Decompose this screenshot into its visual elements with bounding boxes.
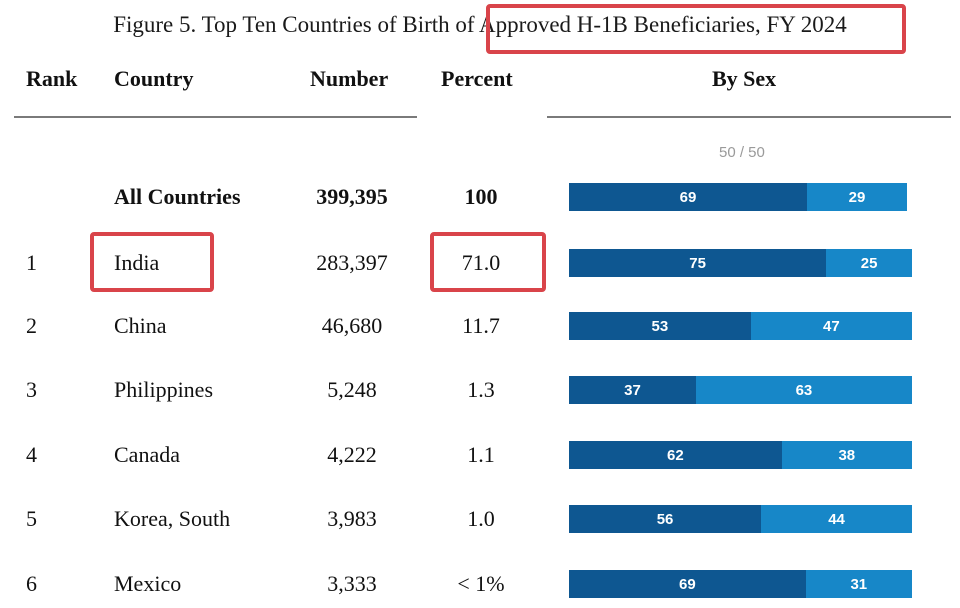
number-cell: 4,222 <box>327 442 377 467</box>
header-rank: Rank <box>26 66 78 91</box>
table-row: 3 Philippines 5,248 1.3 37 63 <box>0 370 960 410</box>
percent-cell: 1.3 <box>467 377 495 402</box>
header-by-sex: By Sex <box>712 66 777 91</box>
header-number: Number <box>310 66 389 91</box>
female-segment: 25 <box>826 249 912 277</box>
male-segment: 75 <box>569 249 827 277</box>
sex-split-bar: 56 44 <box>569 505 912 533</box>
rank-cell: 3 <box>26 377 37 402</box>
number-cell: 283,397 <box>316 250 388 275</box>
scale-note: 50 / 50 <box>719 144 765 161</box>
table-row: 2 China 46,680 11.7 53 47 <box>0 306 960 346</box>
male-segment: 53 <box>569 312 751 340</box>
female-segment: 31 <box>805 570 912 598</box>
country-cell: Canada <box>114 442 180 467</box>
percent-cell: 1.1 <box>467 442 495 467</box>
female-segment: 38 <box>781 441 912 469</box>
header-percent: Percent <box>441 66 513 91</box>
female-segment: 44 <box>761 505 912 533</box>
percent-cell: 1.0 <box>467 506 495 531</box>
table-row: 6 Mexico 3,333 < 1% 69 31 <box>0 564 960 604</box>
table-row: 5 Korea, South 3,983 1.0 56 44 <box>0 499 960 539</box>
title-highlight-box <box>486 4 906 54</box>
percent-cell: 71.0 <box>461 250 501 275</box>
table-row: 1 India 283,397 71.0 75 25 <box>0 243 960 283</box>
male-segment: 56 <box>569 505 762 533</box>
number-cell: 3,333 <box>327 571 377 596</box>
header-rule-left <box>14 116 417 118</box>
rank-cell: 2 <box>26 313 37 338</box>
country-cell: India <box>114 250 160 275</box>
percent-cell: 11.7 <box>462 313 500 338</box>
rank-cell: 6 <box>26 571 37 596</box>
table-row: 4 Canada 4,222 1.1 62 38 <box>0 435 960 475</box>
number-cell: 46,680 <box>321 313 383 338</box>
male-segment: 69 <box>569 183 807 211</box>
country-cell: Mexico <box>114 571 182 596</box>
sex-split-bar: 75 25 <box>569 249 912 277</box>
total-row: All Countries 399,395 100 69 29 <box>0 177 960 217</box>
country-cell: China <box>114 313 167 338</box>
number-cell: 5,248 <box>327 377 377 402</box>
percent-cell: < 1% <box>457 571 505 596</box>
sex-split-bar: 53 47 <box>569 312 912 340</box>
figure-title: Figure 5. Top Ten Countries of Birth of … <box>113 12 847 37</box>
header-country: Country <box>114 66 194 91</box>
header-rule-right <box>547 116 951 118</box>
female-segment: 29 <box>806 183 907 211</box>
male-segment: 37 <box>569 376 696 404</box>
country-cell: All Countries <box>114 184 241 209</box>
rank-cell: 1 <box>26 250 37 275</box>
female-segment: 47 <box>750 312 912 340</box>
number-cell: 399,395 <box>316 184 388 209</box>
number-cell: 3,983 <box>327 506 377 531</box>
sex-split-bar: 37 63 <box>569 376 912 404</box>
sex-split-bar: 62 38 <box>569 441 912 469</box>
country-cell: Korea, South <box>114 506 231 531</box>
sex-split-bar: 69 29 <box>569 183 907 211</box>
sex-split-bar: 69 31 <box>569 570 912 598</box>
country-cell: Philippines <box>114 377 214 402</box>
percent-cell: 100 <box>464 184 498 209</box>
country-highlight-box <box>90 232 214 292</box>
percent-highlight-box <box>430 232 546 292</box>
rank-cell: 4 <box>26 442 37 467</box>
male-segment: 69 <box>569 570 806 598</box>
male-segment: 62 <box>569 441 782 469</box>
female-segment: 63 <box>695 376 912 404</box>
rank-cell: 5 <box>26 506 37 531</box>
